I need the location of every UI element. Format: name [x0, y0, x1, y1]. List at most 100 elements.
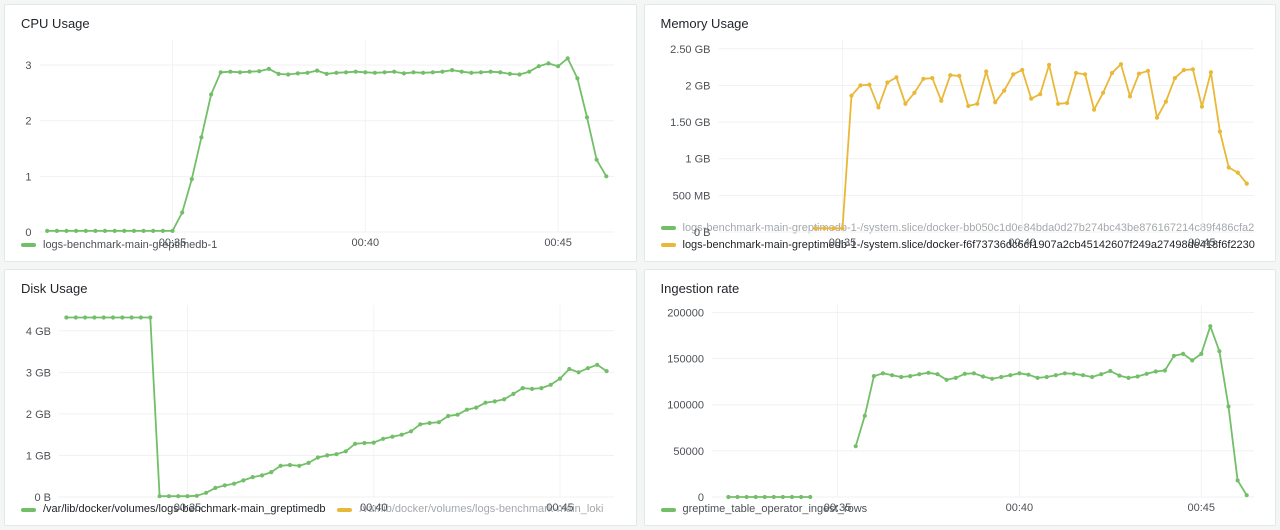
- series-point: [944, 377, 949, 382]
- panel-title-memory-usage[interactable]: Memory Usage: [660, 16, 749, 31]
- series-point: [1053, 372, 1058, 377]
- panel-title-cpu-usage[interactable]: CPU Usage: [21, 16, 90, 31]
- cpu-usage-chart[interactable]: 00:35 00:40 00:45 0 1 2 3: [19, 34, 622, 249]
- legend-item[interactable]: greptime_table_operator_ingest_rows: [660, 501, 867, 518]
- series-point: [185, 493, 190, 498]
- series-point: [478, 70, 484, 75]
- series-point: [372, 70, 377, 75]
- y-tick-label: 150000: [667, 353, 704, 365]
- series-point: [218, 70, 223, 75]
- y-tick-label: 100000: [667, 399, 704, 411]
- series-point: [492, 398, 497, 403]
- series-point: [1062, 370, 1067, 375]
- series-point: [455, 412, 460, 417]
- y-tick-label: 0 B: [693, 227, 710, 239]
- x-tick-label: 00:40: [1008, 237, 1036, 249]
- series-point: [1145, 68, 1150, 73]
- series-point: [411, 70, 416, 75]
- series-point: [157, 493, 162, 498]
- series-point: [176, 493, 181, 498]
- panel-cpu-usage: CPU Usage 00:35 00:40 00:45 0 1 2 3 logs-bench…: [4, 4, 637, 262]
- series-point: [237, 70, 243, 75]
- series-point: [92, 314, 97, 320]
- series-point: [848, 93, 854, 98]
- panel-title-ingestion-rate[interactable]: Ingestion rate: [660, 280, 740, 296]
- series-point: [556, 64, 561, 69]
- legend-item[interactable]: /var/lib/docker/volumes/logs-benchmark-m…: [337, 501, 603, 518]
- series-point: [744, 494, 749, 499]
- series-point: [464, 407, 469, 412]
- memory-usage-legend: logs-benchmark-main-greptimedb-1-/system…: [659, 217, 1262, 256]
- series-point: [839, 226, 845, 231]
- series-point: [938, 98, 943, 103]
- series-point: [315, 68, 320, 73]
- series-point: [789, 494, 794, 499]
- series-point: [1055, 101, 1060, 106]
- series-point: [947, 73, 952, 78]
- series-point: [45, 228, 50, 233]
- series-point: [259, 472, 265, 477]
- series-point: [189, 177, 194, 182]
- series-point: [488, 69, 493, 74]
- panel-memory-usage: Memory Usage 00:35 00:40 00:45 0 B 500 MB 1 G…: [643, 4, 1276, 262]
- series-point: [334, 451, 339, 456]
- series-point: [381, 436, 386, 441]
- series-point: [1208, 70, 1213, 75]
- series-point: [1037, 92, 1042, 97]
- series-point: [278, 463, 283, 468]
- series-point: [257, 69, 262, 74]
- legend-item[interactable]: /var/lib/docker/volumes/logs-benchmark-m…: [21, 501, 325, 518]
- panel-title-disk-usage[interactable]: Disk Usage: [21, 280, 88, 296]
- series-point: [459, 69, 464, 74]
- series-point: [232, 481, 237, 486]
- series-point: [762, 494, 767, 499]
- chart-canvas: 00:35 00:40 00:45 0 B 500 MB 1 GB 1.50 GB 2 GB 2…: [670, 40, 1254, 249]
- memory-usage-chart[interactable]: 00:35 00:40 00:45 0 B 500 MB 1 GB 1.50 GB 2 GB 2…: [659, 34, 1262, 249]
- series-point: [440, 69, 445, 74]
- series-point: [1125, 375, 1131, 380]
- y-tick-label: 3 GB: [26, 367, 51, 379]
- series-point: [1190, 67, 1195, 72]
- series-point: [297, 463, 302, 468]
- series-point: [170, 228, 175, 233]
- series-point: [1019, 67, 1024, 73]
- series-point: [446, 413, 451, 418]
- series-point: [1025, 372, 1031, 377]
- series-point: [594, 157, 599, 162]
- chart-canvas: 00:35 00:40 00:45 0 1 2 3: [25, 40, 614, 249]
- series-point: [1035, 375, 1040, 380]
- series-point: [129, 314, 134, 320]
- series-point: [306, 460, 311, 465]
- series-point: [585, 365, 591, 370]
- series-point: [408, 428, 414, 433]
- ingestion-rate-chart[interactable]: 00:35 00:40 00:45 0 50000 100000 150000 200000: [659, 299, 1262, 514]
- series-point: [1180, 351, 1185, 356]
- series-point: [907, 373, 912, 378]
- series-point: [1235, 170, 1240, 175]
- series-point: [536, 64, 541, 69]
- legend-item[interactable]: logs-benchmark-main-greptimedb-1-/system…: [660, 220, 1254, 237]
- ingestion-rate-legend: greptime_table_operator_ingest_rows: [659, 498, 1262, 520]
- y-tick-label: 0: [25, 227, 31, 239]
- series-point: [871, 373, 876, 378]
- legend-items: logs-benchmark-main-greptimedb-1-/system…: [660, 220, 1262, 254]
- series-point: [925, 370, 930, 375]
- series-point: [1135, 373, 1140, 379]
- series-line: [47, 57, 608, 232]
- series-point: [576, 369, 581, 374]
- legend-items: logs-benchmark-main-greptimedb-1: [21, 237, 622, 254]
- series-point: [857, 83, 863, 88]
- series-point: [1082, 72, 1087, 77]
- legend-item[interactable]: logs-benchmark-main-greptimedb-1: [21, 237, 217, 254]
- series-point: [194, 493, 199, 498]
- series-point: [122, 228, 127, 233]
- series-point: [557, 376, 563, 381]
- series-point: [250, 474, 255, 479]
- series-point: [1144, 371, 1149, 376]
- disk-usage-chart[interactable]: 00:35 00:40 00:45 0 B 1 GB 2 GB 3 GB 4 GB: [19, 299, 622, 514]
- series-point: [353, 69, 358, 74]
- series-point: [427, 420, 432, 425]
- series-point: [102, 228, 108, 233]
- series-point: [418, 421, 423, 426]
- legend-item[interactable]: logs-benchmark-main-greptimedb-1-/system…: [660, 237, 1255, 254]
